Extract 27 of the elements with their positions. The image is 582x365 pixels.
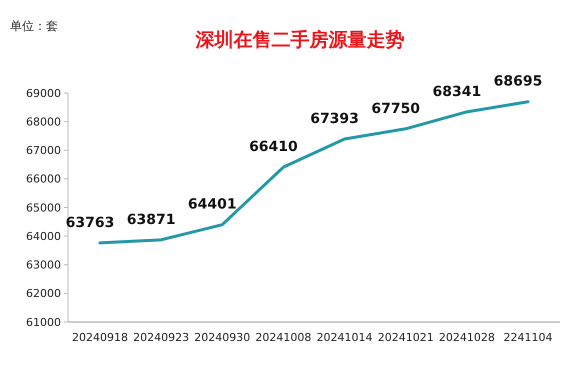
y-tick-label: 63000 [26, 258, 61, 272]
y-tick-label: 68000 [26, 115, 61, 128]
x-tick-label: 20241014 [316, 331, 373, 344]
y-tick-label: 64000 [26, 230, 61, 243]
y-tick-label: 66000 [26, 172, 61, 186]
x-tick-label: 2241104 [504, 331, 552, 344]
data-label: 63763 [66, 214, 114, 231]
x-tick-label: 20241028 [438, 331, 495, 344]
x-tick-label: 20241021 [378, 331, 434, 344]
y-tick-label: 61000 [26, 316, 61, 329]
x-tick-label: 20240923 [133, 331, 190, 344]
data-label: 68695 [494, 74, 542, 90]
data-label: 67393 [310, 111, 359, 127]
text: 单位：套 [10, 19, 58, 33]
y-tick-label: 62000 [26, 287, 61, 300]
x-tick-label: 20240918 [72, 331, 128, 344]
data-label: 67750 [371, 100, 420, 117]
y-tick-label: 69000 [26, 86, 61, 100]
x-tick-label: 20240930 [194, 331, 250, 344]
y-tick-label: 67000 [26, 144, 61, 158]
chart-title: 深圳在售二手房源量走势 [194, 29, 404, 51]
data-label: 66410 [249, 139, 298, 156]
data-label: 64401 [188, 196, 237, 213]
data-label: 63871 [126, 212, 176, 228]
y-tick-label: 65000 [26, 201, 61, 214]
x-tick-label: 20241008 [255, 331, 312, 344]
data-label: 68341 [432, 84, 482, 100]
